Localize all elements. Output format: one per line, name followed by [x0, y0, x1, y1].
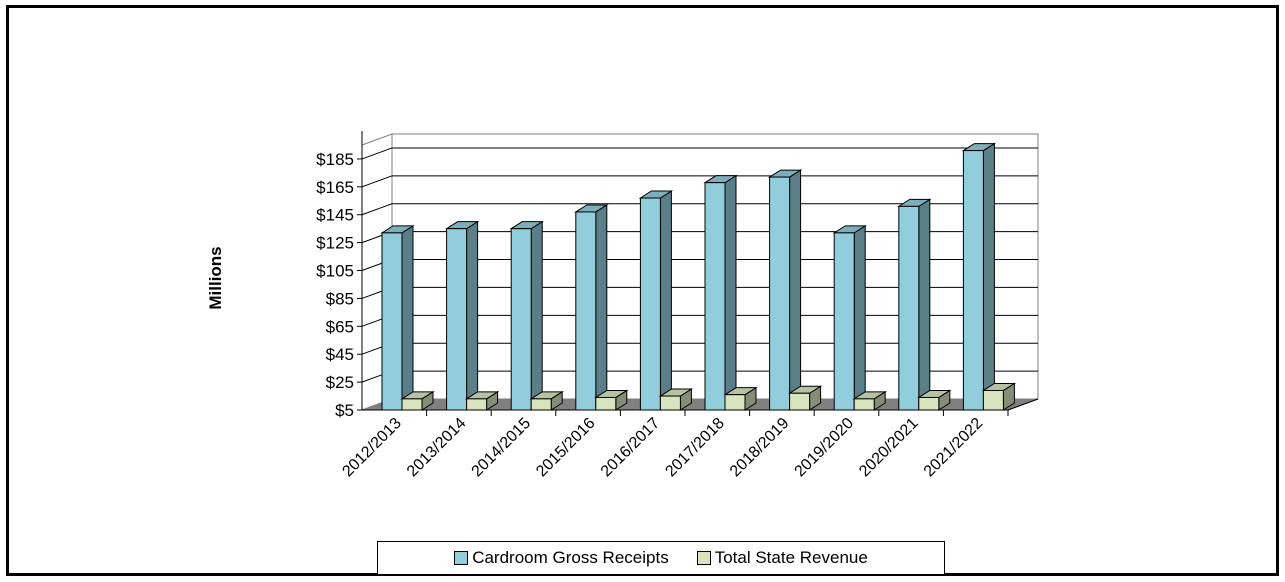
x-category-label: 2021/2022	[921, 415, 987, 481]
bar-receipts-1-side	[466, 220, 479, 411]
x-category-label: 2018/2019	[727, 415, 793, 481]
y-tick-label: $5	[335, 401, 354, 420]
bar-receipts-7-front	[833, 232, 855, 411]
bar-receipts-6	[767, 169, 803, 411]
bar-revenue-7-front	[853, 398, 875, 411]
bar-revenue-5-front	[724, 394, 746, 411]
y-tick-label: $165	[316, 178, 354, 197]
bar-receipts-2-front	[510, 228, 532, 411]
chart-frame: $5 $25 $45 $65 $85 $105 $125 $145 $165 $185 Millio…	[6, 5, 1279, 576]
x-category-label: 2016/2017	[598, 415, 664, 481]
bar-receipts-0-side	[401, 224, 414, 411]
legend-swatch-revenue	[696, 551, 711, 565]
bar-receipts-7-side	[853, 224, 866, 411]
y-tick-label: $125	[316, 234, 354, 253]
x-category-label: 2020/2021	[856, 415, 922, 481]
bar-revenue-9-front	[982, 389, 1004, 411]
bar-receipts-8	[897, 198, 932, 411]
x-category-label: 2017/2018	[662, 415, 728, 481]
legend-swatch-receipts	[454, 551, 469, 565]
legend-item-receipts: Cardroom Gross Receipts	[454, 548, 669, 568]
bar-revenue-2	[529, 390, 564, 411]
bar-receipts-5-side	[724, 174, 737, 411]
bar-receipts-3-front	[575, 211, 597, 411]
y-axis-title: Millions	[206, 246, 225, 309]
x-category-label: 2014/2015	[469, 415, 535, 481]
chart-plot: $5 $25 $45 $65 $85 $105 $125 $145 $165 $185 Millio…	[206, 131, 1039, 481]
y-tick-label: $185	[316, 150, 354, 169]
bar-receipts-1-front	[446, 228, 468, 411]
bar-revenue-6-front	[789, 392, 811, 411]
bar-receipts-6-side	[789, 169, 802, 411]
bar-receipts-5-front	[704, 182, 726, 411]
bar-revenue-8-front	[918, 396, 940, 411]
bar-revenue-1	[464, 390, 500, 411]
bar-revenue-4-front	[659, 395, 681, 411]
y-tick-label: $145	[316, 206, 354, 225]
bar-receipts-6-front	[769, 176, 791, 411]
bar-receipts-1	[444, 220, 480, 411]
legend-label-receipts: Cardroom Gross Receipts	[472, 548, 669, 567]
legend-label-revenue: Total State Revenue	[714, 548, 868, 567]
bar-receipts-9	[961, 142, 997, 411]
bar-receipts-4	[638, 190, 674, 411]
gridline-side	[361, 175, 393, 188]
bar-receipts-4-side	[659, 190, 672, 411]
legend-item-revenue: Total State Revenue	[696, 548, 868, 568]
bar-receipts-3-side	[595, 204, 608, 411]
bar-receipts-8-side	[918, 198, 931, 411]
bar-receipts-4-front	[639, 197, 661, 411]
bar-receipts-9-front	[962, 150, 984, 411]
y-tick-label: $65	[326, 317, 354, 336]
bar-revenue-4	[658, 388, 694, 411]
x-category-label: 2012/2013	[339, 415, 405, 481]
bar-receipts-2-side	[530, 220, 543, 411]
y-tick-label: $105	[316, 262, 354, 281]
bar-revenue-3-front	[595, 396, 617, 411]
bar-receipts-7	[832, 224, 867, 411]
x-category-label: 2015/2016	[533, 415, 599, 481]
bar-revenue-6	[787, 385, 823, 411]
y-tick-label: $85	[326, 289, 354, 308]
bar-receipts-0-front	[381, 232, 403, 411]
bar-receipts-9-side	[982, 142, 995, 411]
gridline-side	[361, 147, 393, 160]
bar-receipts-5	[703, 174, 738, 411]
bar-revenue-7	[852, 390, 887, 411]
bar-receipts-2	[509, 220, 544, 411]
bar-revenue-8	[917, 389, 952, 411]
bar-revenue-3	[594, 389, 629, 411]
bar-revenue-9	[981, 382, 1017, 411]
y-tick-label: $25	[326, 373, 354, 392]
bar-receipts-0	[380, 224, 415, 411]
bar-receipts-3	[574, 204, 609, 411]
bar-receipts-8-front	[898, 205, 920, 411]
y-tick-label: $45	[326, 345, 354, 364]
gridline-side	[361, 203, 393, 216]
bar-revenue-2-front	[530, 398, 552, 411]
x-category-label: 2013/2014	[404, 415, 470, 481]
bar-revenue-0-front	[401, 398, 423, 411]
x-axis-depth	[1007, 398, 1039, 411]
bar-revenue-1-front	[466, 398, 488, 411]
bar-revenue-5	[723, 386, 758, 411]
bar-revenue-0	[400, 390, 435, 411]
legend: Cardroom Gross Receipts Total State Reve…	[377, 541, 945, 575]
x-category-label: 2019/2020	[792, 415, 858, 481]
